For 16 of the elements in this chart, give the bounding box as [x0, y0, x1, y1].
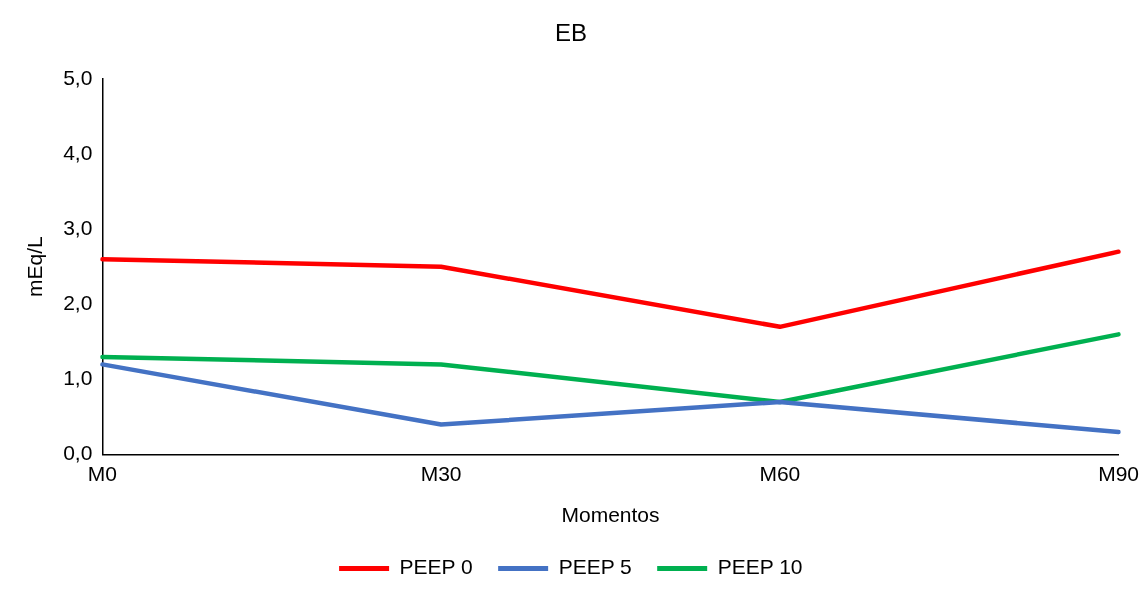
y-tick-label: 3,0 [63, 215, 93, 239]
x-tick-label: M90 [1098, 462, 1139, 485]
x-tick-label: M60 [759, 462, 801, 485]
legend-label: PEEP 0 [399, 555, 473, 579]
y-tick-label: 4,0 [63, 140, 93, 164]
x-tick-label: M0 [87, 462, 117, 485]
y-axis-title: mEq/L [23, 236, 47, 298]
x-tick-label: M30 [420, 462, 462, 485]
y-tick-label: 2,0 [63, 291, 93, 315]
x-axis-title: Momentos [561, 503, 660, 527]
y-tick-label: 1,0 [63, 366, 93, 390]
legend-label: PEEP 10 [717, 555, 803, 579]
chart-title: EB [554, 19, 588, 47]
legend-label: PEEP 5 [558, 555, 632, 579]
y-tick-label: 5,0 [63, 65, 93, 89]
y-tick-label: 0,0 [63, 441, 93, 465]
